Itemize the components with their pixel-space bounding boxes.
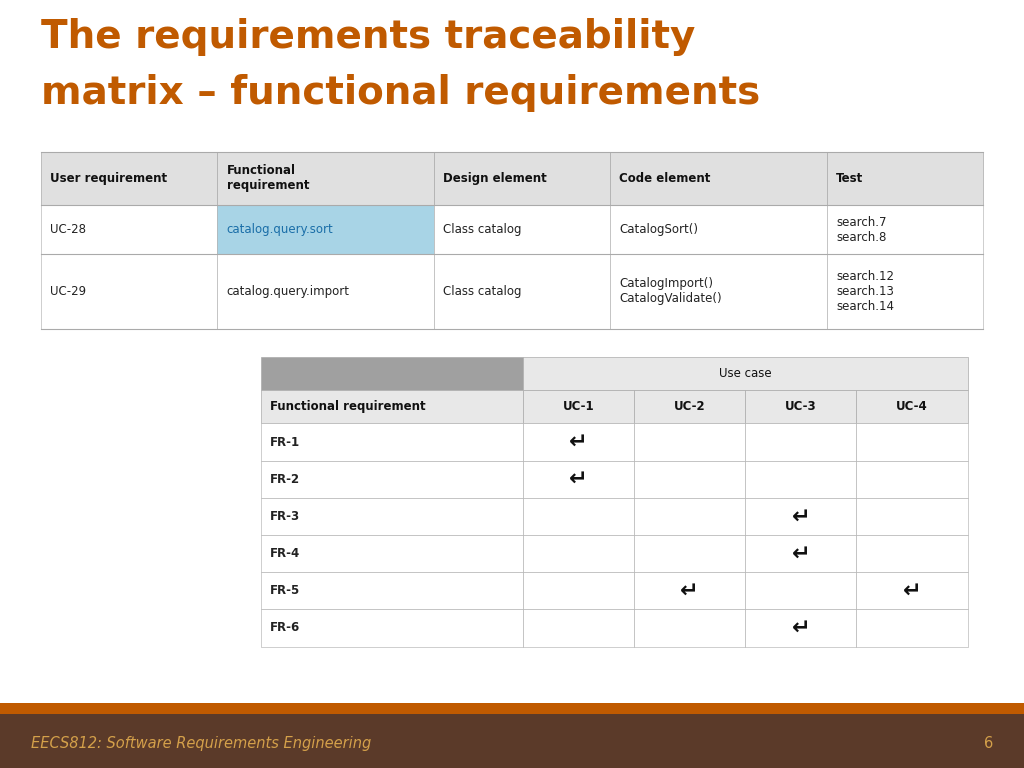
Bar [261,390,522,423]
Bar [610,205,826,254]
Text: UC-2: UC-2 [674,400,706,413]
Text: catalog.query.import: catalog.query.import [226,285,349,298]
Bar [826,254,983,329]
Text: catalog.query.sort: catalog.query.sort [226,223,333,236]
Bar [856,609,968,647]
Text: Class catalog: Class catalog [443,223,521,236]
Bar [856,535,968,572]
Text: UC-29: UC-29 [50,285,86,298]
Bar [261,357,522,390]
Text: Class catalog: Class catalog [443,285,521,298]
Text: UC-28: UC-28 [50,223,86,236]
Bar [261,498,522,535]
Bar [217,254,434,329]
Text: ↵: ↵ [680,581,698,601]
Bar [745,390,856,423]
Bar [41,205,217,254]
Bar [610,254,826,329]
Bar [522,498,634,535]
Text: ↵: ↵ [792,618,810,638]
Bar [434,152,610,205]
Bar [856,572,968,609]
Bar [522,535,634,572]
Text: 6: 6 [984,736,993,750]
Text: FR-6: FR-6 [270,621,301,634]
Bar [522,423,634,461]
Text: Code element: Code element [620,172,711,185]
Text: EECS812: Software Requirements Engineering: EECS812: Software Requirements Engineeri… [31,736,371,750]
Text: FR-4: FR-4 [270,547,301,560]
Bar [41,152,217,205]
Bar [217,205,434,254]
Bar [522,572,634,609]
Bar [261,609,522,647]
Bar [634,461,745,498]
Bar [745,535,856,572]
Bar [856,390,968,423]
Bar [522,357,968,390]
Text: Test: Test [836,172,863,185]
Bar [261,423,522,461]
Text: CatalogImport()
CatalogValidate(): CatalogImport() CatalogValidate() [620,277,722,306]
Bar [856,423,968,461]
Bar [856,461,968,498]
Text: Functional
requirement: Functional requirement [226,164,309,193]
Bar [522,461,634,498]
Bar [261,461,522,498]
Text: ↵: ↵ [569,469,588,489]
Bar [745,572,856,609]
Text: ↵: ↵ [792,544,810,564]
Bar [826,205,983,254]
Bar [634,609,745,647]
Text: User requirement: User requirement [50,172,167,185]
Bar [745,423,856,461]
Bar [826,152,983,205]
Text: CatalogSort(): CatalogSort() [620,223,698,236]
Bar [634,572,745,609]
Bar [634,498,745,535]
Bar [634,423,745,461]
Text: ↵: ↵ [569,432,588,452]
Text: FR-3: FR-3 [270,510,300,523]
Bar [745,461,856,498]
Text: FR-1: FR-1 [270,435,300,449]
Text: FR-2: FR-2 [270,473,300,485]
Text: FR-5: FR-5 [270,584,301,598]
Bar [261,535,522,572]
Bar [434,254,610,329]
Text: ↵: ↵ [903,581,922,601]
Bar [522,609,634,647]
Bar [634,535,745,572]
Text: UC-4: UC-4 [896,400,928,413]
Text: UC-3: UC-3 [785,400,816,413]
Text: The requirements traceability: The requirements traceability [41,18,695,55]
Text: Design element: Design element [443,172,547,185]
Text: Use case: Use case [719,367,771,380]
Bar [0,703,1024,714]
Text: UC-1: UC-1 [562,400,594,413]
Text: matrix – functional requirements: matrix – functional requirements [41,74,760,112]
Text: search.12
search.13
search.14: search.12 search.13 search.14 [836,270,894,313]
Text: ↵: ↵ [792,506,810,526]
Bar [217,152,434,205]
Bar [434,205,610,254]
Bar [745,609,856,647]
Bar [745,498,856,535]
Text: search.7
search.8: search.7 search.8 [836,216,887,243]
Bar [610,152,826,205]
Bar [261,572,522,609]
Bar [522,390,634,423]
Bar [634,390,745,423]
Bar [41,254,217,329]
Bar [856,498,968,535]
Text: Functional requirement: Functional requirement [270,400,426,413]
